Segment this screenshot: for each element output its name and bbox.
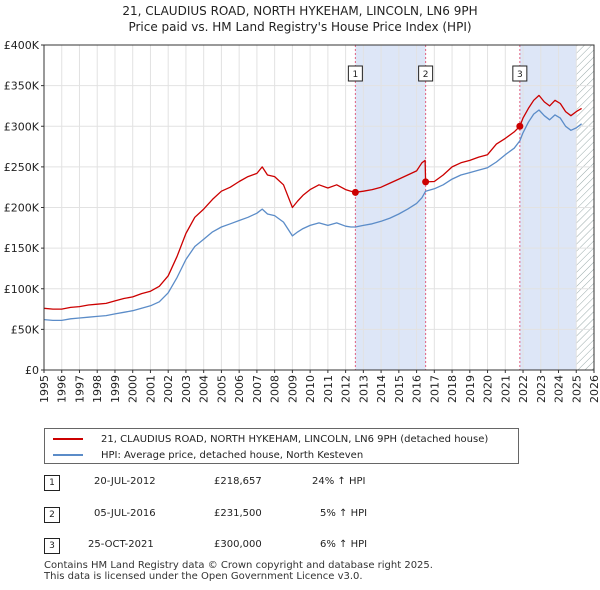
x-tick-label: 2017 — [428, 375, 441, 403]
transaction-label-number: 1 — [353, 70, 359, 80]
transaction-label-box — [418, 65, 434, 82]
x-tick-label: 2000 — [127, 375, 140, 403]
x-tick-label: 2016 — [411, 375, 424, 403]
y-tick-label: £300K — [4, 120, 40, 133]
chart-subtitle: Price paid vs. HM Land Registry's House … — [128, 20, 472, 34]
x-tick-label: 2015 — [393, 375, 406, 403]
legend-red-line — [53, 438, 83, 440]
transaction-number-badge: 1 — [44, 475, 60, 491]
transaction-number-badge: 3 — [44, 538, 60, 554]
transaction-hpi-diff: 24% ↑ HPI — [312, 476, 366, 487]
y-tick-label: £400K — [4, 39, 40, 52]
x-tick-label: 2006 — [233, 375, 246, 403]
x-tick-label: 2008 — [269, 375, 282, 403]
y-tick-label: £50K — [11, 323, 40, 336]
transaction-label-box — [512, 65, 528, 82]
chart-title-line1: 21, CLAUDIUS ROAD, NORTH HYKEHAM, LINCOL… — [122, 4, 478, 18]
transaction-price: £231,500 — [214, 508, 262, 519]
x-tick-label: 2014 — [375, 375, 388, 403]
sale-point — [351, 188, 359, 196]
x-tick-label: 2019 — [464, 375, 477, 403]
x-tick-label: 2023 — [535, 375, 548, 403]
x-tick-label: 2012 — [340, 375, 353, 403]
sale-point — [422, 178, 430, 186]
legend-blue-line — [53, 454, 83, 456]
footer-copyright: Contains HM Land Registry data © Crown c… — [44, 560, 433, 571]
x-tick-label: 2020 — [482, 375, 495, 403]
x-tick-label: 2005 — [215, 375, 228, 403]
legend-property-label: 21, CLAUDIUS ROAD, NORTH HYKEHAM, LINCOL… — [101, 433, 489, 445]
transaction-hpi-diff: 6% ↑ HPI — [320, 539, 368, 550]
x-tick-label: 2011 — [322, 375, 335, 403]
footer-licence: This data is licensed under the Open Gov… — [44, 571, 363, 582]
price-chart: 1 2 3 £0 £50K £100K £150K £200K £250K £300K £350K… — [4, 39, 600, 403]
transaction-label-box — [347, 65, 363, 82]
x-tick-label: 2022 — [517, 375, 530, 403]
x-tick-label: 2004 — [198, 375, 211, 403]
x-tick-label: 1998 — [91, 375, 104, 403]
legend-hpi-label: HPI: Average price, detached house, Nort… — [101, 449, 364, 461]
x-tick-label: 2002 — [162, 375, 175, 403]
x-tick-label: 2021 — [499, 375, 512, 403]
x-tick-label: 2001 — [144, 375, 157, 403]
hpi-series-line — [44, 109, 582, 322]
x-tick-label: 2026 — [588, 375, 600, 403]
transaction-date: 20-JUL-2012 — [94, 476, 156, 487]
transaction-price: £218,657 — [214, 476, 262, 487]
transaction-label-number: 3 — [517, 70, 523, 80]
chart-legend: 21, CLAUDIUS ROAD, NORTH HYKEHAM, LINCOL… — [44, 428, 519, 464]
x-tick-label: 1997 — [73, 375, 86, 403]
x-tick-label: 2010 — [304, 375, 317, 403]
x-tick-label: 2007 — [251, 375, 264, 403]
y-tick-label: £100K — [4, 283, 40, 296]
transaction-date: 25-OCT-2021 — [88, 539, 154, 550]
x-tick-label: 2024 — [553, 375, 566, 403]
x-tick-label: 1995 — [38, 375, 51, 403]
x-tick-label: 1999 — [109, 375, 122, 403]
y-tick-label: £350K — [4, 80, 40, 93]
x-tick-label: 2009 — [286, 375, 299, 403]
sale-point — [516, 122, 524, 130]
transaction-date: 05-JUL-2016 — [94, 508, 156, 519]
x-tick-label: 2025 — [570, 375, 583, 403]
x-tick-label: 1996 — [56, 375, 69, 403]
y-tick-label: £250K — [4, 161, 40, 174]
y-tick-label: £200K — [4, 202, 40, 215]
x-tick-label: 2018 — [446, 375, 459, 403]
y-tick-label: £0 — [25, 364, 39, 377]
x-tick-label: 2003 — [180, 375, 193, 403]
x-tick-label: 2013 — [357, 375, 370, 403]
legend-item-hpi: HPI: Average price, detached house, Nort… — [53, 448, 363, 462]
transaction-label-number: 2 — [423, 70, 429, 80]
transaction-number-badge: 2 — [44, 507, 60, 523]
y-tick-label: £150K — [4, 242, 40, 255]
transaction-hpi-diff: 5% ↑ HPI — [320, 508, 368, 519]
transaction-price: £300,000 — [214, 539, 262, 550]
legend-item-property: 21, CLAUDIUS ROAD, NORTH HYKEHAM, LINCOL… — [53, 432, 488, 446]
